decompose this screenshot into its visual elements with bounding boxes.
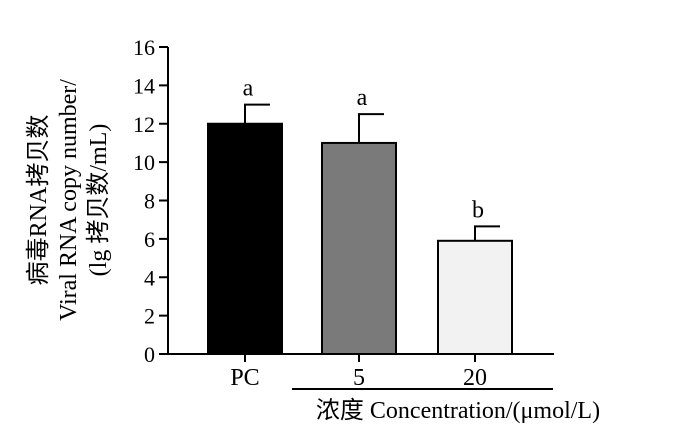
y-tick-label: 6 bbox=[144, 227, 155, 252]
x-axis-title: 浓度 Concentration/(μmol/L) bbox=[316, 397, 600, 424]
bar-5 bbox=[321, 141, 397, 355]
y-tick-label: 2 bbox=[144, 304, 155, 329]
y-tick-label: 10 bbox=[133, 150, 155, 175]
bars: a a b bbox=[207, 76, 513, 355]
x-tick-label-20: 20 bbox=[463, 365, 487, 391]
y-axis-title-line-1: 病毒RNA拷贝数 bbox=[25, 115, 52, 286]
x-tick-label-PC: PC bbox=[230, 365, 259, 391]
y-tick-label: 4 bbox=[144, 265, 155, 290]
significance-label-PC: a bbox=[243, 76, 254, 102]
y-tick-label: 16 bbox=[133, 35, 155, 60]
y-axis-title-line-3: (lg 拷贝数/mL) bbox=[85, 124, 112, 277]
y-tick-label: 12 bbox=[133, 112, 155, 137]
x-axis: PC 5 20 bbox=[167, 353, 554, 391]
significance-label-5: a bbox=[357, 85, 368, 111]
y-axis-title: 病毒RNA拷贝数 Viral RNA copy number/ (lg 拷贝数/… bbox=[25, 79, 112, 321]
x-tick-label-5: 5 bbox=[353, 365, 365, 391]
y-axis-title-line-2: Viral RNA copy number/ bbox=[56, 79, 82, 321]
bar-20 bbox=[437, 239, 513, 355]
y-tick-label: 0 bbox=[144, 342, 155, 367]
significance-label-20: b bbox=[472, 197, 484, 223]
y-tick-label: 14 bbox=[133, 73, 155, 98]
bar-PC bbox=[207, 122, 283, 355]
y-tick-label: 8 bbox=[144, 189, 155, 214]
y-axis: 0 2 4 6 8 10 12 14 16 bbox=[133, 35, 169, 367]
